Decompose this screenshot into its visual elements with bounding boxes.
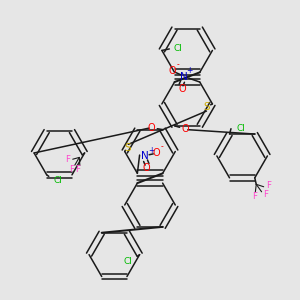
Text: F: F xyxy=(69,165,74,174)
Text: Cl: Cl xyxy=(173,44,182,53)
Text: F: F xyxy=(266,181,271,190)
Text: S: S xyxy=(124,143,131,153)
Text: O: O xyxy=(181,124,189,134)
Text: O: O xyxy=(178,84,186,94)
Text: Cl: Cl xyxy=(236,124,245,133)
Text: N: N xyxy=(180,72,187,82)
Text: -: - xyxy=(177,60,179,69)
Text: O: O xyxy=(142,163,150,173)
Text: +: + xyxy=(148,146,154,154)
Text: F: F xyxy=(252,192,257,201)
Text: S: S xyxy=(204,102,210,112)
Text: F: F xyxy=(75,165,80,174)
Text: +: + xyxy=(186,66,193,75)
Text: O: O xyxy=(148,122,155,133)
Text: Cl: Cl xyxy=(53,176,62,185)
Text: F: F xyxy=(65,155,70,164)
Text: F: F xyxy=(263,190,268,199)
Text: O: O xyxy=(168,66,176,76)
Text: N: N xyxy=(141,151,149,161)
Text: -: - xyxy=(160,142,163,152)
Text: Cl: Cl xyxy=(124,257,133,266)
Text: O: O xyxy=(152,148,160,158)
